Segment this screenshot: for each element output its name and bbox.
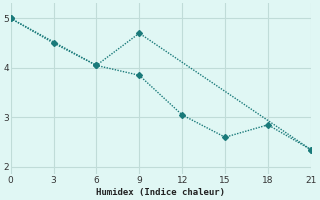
X-axis label: Humidex (Indice chaleur): Humidex (Indice chaleur) (96, 188, 225, 197)
